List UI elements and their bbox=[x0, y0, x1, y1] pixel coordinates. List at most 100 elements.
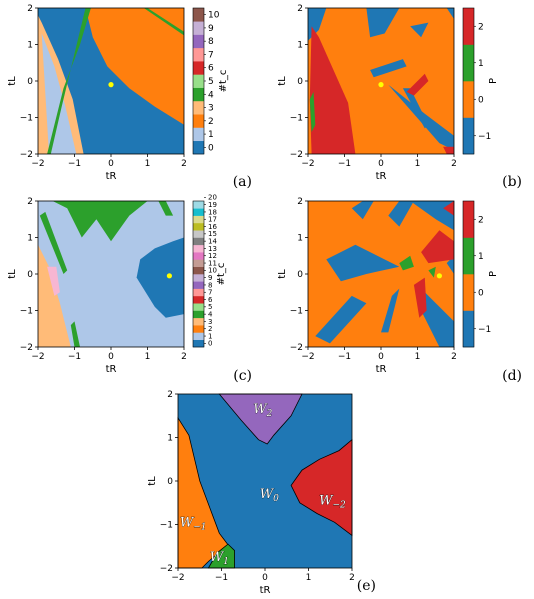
y-tick-label: 1 bbox=[167, 434, 173, 444]
colorbar-segment bbox=[193, 127, 204, 142]
y-tick-label: 2 bbox=[27, 4, 33, 14]
colorbar-tick-label: 2 bbox=[208, 117, 214, 127]
colorbar-segment bbox=[193, 295, 204, 304]
colorbar-tick-label: 0 bbox=[208, 340, 212, 348]
heatmap-region bbox=[388, 201, 414, 227]
x-tick-label: 2 bbox=[181, 352, 187, 362]
colorbar-segment bbox=[193, 325, 204, 333]
heatmap-region bbox=[39, 211, 68, 274]
colorbar-tick-label: 9 bbox=[208, 24, 214, 34]
heatmap-region bbox=[406, 73, 429, 96]
colorbar-segment bbox=[193, 310, 204, 319]
colorbar-segment bbox=[193, 339, 204, 348]
y-tick-label: −1 bbox=[290, 307, 303, 317]
colorbar-segment bbox=[193, 208, 204, 216]
region-label: W1 bbox=[210, 550, 229, 567]
colorbar-segment bbox=[193, 201, 204, 209]
colorbar-segment bbox=[193, 222, 204, 231]
colorbar-segment bbox=[193, 317, 204, 326]
heatmap-region bbox=[370, 59, 407, 78]
heatmap-region bbox=[290, 438, 353, 537]
colorbar-segment bbox=[463, 274, 474, 311]
colorbar-segment bbox=[193, 266, 204, 275]
heatmap-region bbox=[158, 201, 174, 216]
colorbar-tick-label: 1 bbox=[208, 332, 212, 340]
y-tick-label: 2 bbox=[297, 4, 303, 14]
panel-e: −2 −1 0 1 2 −2 −1 0 1 2 tR tL W0 W1 W2 W−1 W−2 (e) bbox=[147, 390, 376, 596]
colorbar-tick-label: 0 bbox=[478, 288, 484, 298]
panel-label: (e) bbox=[357, 578, 376, 594]
colorbar-tick-label: 8 bbox=[208, 37, 214, 47]
y-tick-label: 0 bbox=[297, 270, 303, 280]
y-tick-label: −2 bbox=[290, 150, 303, 160]
heatmap-region bbox=[381, 288, 400, 333]
y-tick-label: 1 bbox=[297, 41, 303, 51]
parameter-marker bbox=[108, 82, 114, 88]
panel-label: (c) bbox=[233, 368, 252, 384]
colorbar-tick-label: 5 bbox=[208, 77, 214, 87]
heatmap-region bbox=[421, 292, 454, 347]
x-axis-label: tR bbox=[260, 585, 271, 596]
x-tick-label: −2 bbox=[31, 159, 44, 169]
panel-label: (b) bbox=[502, 174, 522, 190]
region-label: W−2 bbox=[319, 494, 346, 511]
colorbar-frame bbox=[462, 200, 475, 348]
x-tick-label: 0 bbox=[378, 159, 384, 169]
colorbar-tick-label: 14 bbox=[208, 237, 217, 245]
x-tick-label: −1 bbox=[68, 352, 81, 362]
colorbar-tick-label: 2 bbox=[478, 22, 484, 32]
heatmap-region bbox=[443, 146, 454, 154]
x-tick-label: −1 bbox=[68, 159, 81, 169]
colorbar-segment bbox=[193, 237, 204, 246]
x-tick-label: 2 bbox=[349, 573, 355, 583]
x-tick-label: 1 bbox=[145, 352, 151, 362]
y-axis-label: tL bbox=[277, 269, 288, 279]
y-tick-label: −1 bbox=[20, 307, 33, 317]
parameter-marker bbox=[436, 273, 442, 279]
x-tick-label: −1 bbox=[338, 352, 351, 362]
y-tick-label: 0 bbox=[27, 77, 33, 87]
x-tick-label: 0 bbox=[262, 573, 268, 583]
y-tick-label: 2 bbox=[27, 197, 33, 207]
x-tick-label: 2 bbox=[451, 352, 457, 362]
colorbar-segment bbox=[193, 244, 204, 253]
colorbar-segment bbox=[193, 140, 204, 155]
heatmap-region bbox=[70, 321, 80, 347]
x-axis-label: tR bbox=[376, 171, 387, 182]
colorbar-segment bbox=[193, 47, 204, 62]
x-tick-label: −2 bbox=[301, 352, 314, 362]
colorbar-tick-label: 8 bbox=[208, 281, 212, 289]
x-tick-label: −2 bbox=[171, 573, 184, 583]
y-tick-label: 0 bbox=[167, 477, 173, 487]
colorbar-tick-label: 11 bbox=[208, 259, 217, 267]
x-tick-label: −2 bbox=[31, 352, 44, 362]
colorbar-tick-label: 9 bbox=[208, 274, 212, 282]
heatmap-region bbox=[413, 277, 427, 318]
heatmap-region bbox=[315, 295, 367, 344]
x-axis-label: tR bbox=[106, 171, 117, 182]
heatmap-region bbox=[443, 201, 454, 216]
colorbar-segment bbox=[193, 252, 204, 260]
colorbar-tick-label: 20 bbox=[208, 194, 217, 202]
x-tick-label: 1 bbox=[306, 573, 312, 583]
colorbar-tick-label: 4 bbox=[208, 90, 214, 100]
colorbar-segment bbox=[193, 74, 204, 88]
colorbar-tick-label: 3 bbox=[208, 318, 212, 326]
heatmap-region bbox=[326, 244, 400, 282]
panel-a: −2 −1 0 1 2 −2 −1 0 1 2 tR tL 0 1 2 3 4 5 6 7 8 9 10 #t_c (a) bbox=[7, 4, 252, 190]
colorbar-label: #t_c bbox=[218, 70, 229, 93]
heatmap-region bbox=[143, 8, 184, 36]
colorbar-segment bbox=[193, 114, 204, 128]
heatmap-region bbox=[136, 237, 184, 318]
x-tick-label: −1 bbox=[215, 573, 228, 583]
colorbar-tick-label: 16 bbox=[208, 223, 217, 231]
colorbar-segment bbox=[463, 201, 474, 238]
region-label: W0 bbox=[260, 487, 279, 504]
colorbar-label: P bbox=[488, 271, 499, 277]
region-label: W−1 bbox=[180, 515, 207, 532]
colorbar: −1 0 1 2 P bbox=[462, 200, 499, 348]
colorbar: −1 0 1 2 P bbox=[462, 7, 499, 155]
colorbar-segment bbox=[193, 21, 204, 35]
colorbar-tick-label: 6 bbox=[208, 64, 214, 74]
